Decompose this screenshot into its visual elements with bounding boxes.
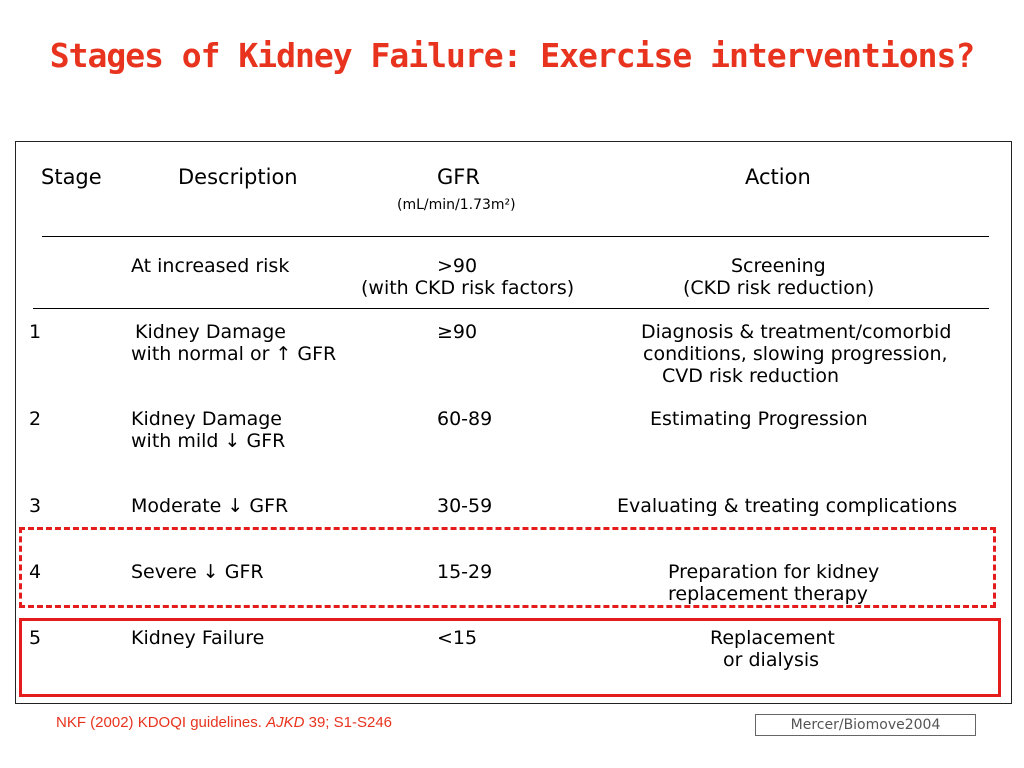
row4-description: Severe ↓ GFR <box>131 561 264 583</box>
row2-description-line2: with mild ↓ GFR <box>131 430 286 452</box>
citation-prefix: NKF (2002) KDOQI guidelines. <box>56 714 267 731</box>
citation: NKF (2002) KDOQI guidelines. AJKD 39; S1… <box>56 714 392 731</box>
row5-action-line2: or dialysis <box>723 649 820 671</box>
slide-title: Stages of Kidney Failure: Exercise inter… <box>49 36 976 75</box>
row1-gfr: ≥90 <box>437 321 478 343</box>
row4-stage: 4 <box>29 561 42 583</box>
stage4-highlight-box <box>19 527 996 608</box>
row1-action-line1: Diagnosis & treatment/comorbid <box>641 321 952 343</box>
row1-description-line2: with normal or ↑ GFR <box>131 343 337 365</box>
row5-action-line1: Replacement <box>710 627 835 649</box>
credit-badge: Mercer/Biomove2004 <box>755 714 976 736</box>
row0-description: At increased risk <box>131 255 290 277</box>
row4-gfr: 15-29 <box>437 561 493 583</box>
header-description: Description <box>178 165 298 189</box>
row5-gfr: <15 <box>437 627 478 649</box>
citation-journal: AJKD <box>266 714 305 731</box>
row4-action-line2: replacement therapy <box>668 583 868 605</box>
header-gfr-units: (mL/min/1.73m²) <box>397 197 516 213</box>
header-action: Action <box>745 165 811 189</box>
row1-description-line1: Kidney Damage <box>135 321 286 343</box>
row5-description: Kidney Failure <box>131 627 265 649</box>
row0-gfr: >90 <box>437 255 478 277</box>
header-divider <box>42 236 989 237</box>
row2-stage: 2 <box>29 408 42 430</box>
row0-gfr-note: (with CKD risk factors) <box>361 277 575 299</box>
row2-description-line1: Kidney Damage <box>131 408 282 430</box>
row1-action-line2: conditions, slowing progression, <box>643 343 948 365</box>
row3-stage: 3 <box>29 495 42 517</box>
stage5-highlight-box <box>19 618 1001 697</box>
header-gfr: GFR <box>437 165 480 189</box>
row1-stage: 1 <box>29 321 42 343</box>
row0-action-line1: Screening <box>731 255 826 277</box>
row3-action: Evaluating & treating complications <box>617 495 958 517</box>
row1-action-line3: CVD risk reduction <box>662 365 839 387</box>
row3-description: Moderate ↓ GFR <box>131 495 289 517</box>
row4-action-line1: Preparation for kidney <box>668 561 880 583</box>
row0-action-line2: (CKD risk reduction) <box>683 277 875 299</box>
stages-table-frame <box>15 141 1012 704</box>
row5-stage: 5 <box>29 627 42 649</box>
citation-suffix: 39; S1-S246 <box>304 714 392 731</box>
header-stage: Stage <box>41 165 102 189</box>
row2-gfr: 60-89 <box>437 408 493 430</box>
risk-row-divider <box>33 308 989 309</box>
row2-action: Estimating Progression <box>650 408 868 430</box>
row3-gfr: 30-59 <box>437 495 493 517</box>
